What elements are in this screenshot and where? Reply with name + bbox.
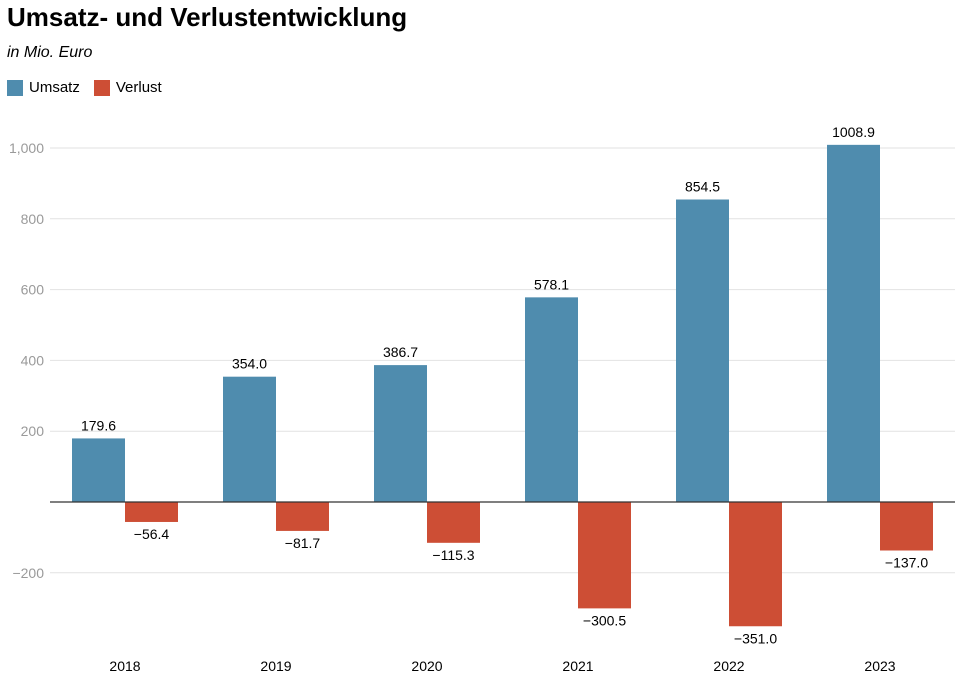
x-tick-label: 2019 <box>260 658 291 674</box>
legend-swatch-verlust <box>93 79 110 96</box>
data-label: −115.3 <box>432 547 474 563</box>
bar-umsatz <box>223 376 276 502</box>
y-tick-label: 200 <box>21 423 45 439</box>
y-tick-label: 800 <box>21 211 45 227</box>
data-label: −300.5 <box>583 612 626 628</box>
x-tick-label: 2018 <box>109 658 140 674</box>
data-label: 386.7 <box>383 344 418 360</box>
x-tick-label: 2020 <box>411 658 442 674</box>
bar-umsatz <box>827 144 880 502</box>
data-label: 354.0 <box>232 356 267 372</box>
bar-umsatz <box>676 199 729 502</box>
bar-verlust <box>729 502 782 627</box>
bar-umsatz <box>525 297 578 502</box>
bar-umsatz <box>72 438 125 502</box>
y-tick-label: 400 <box>21 352 45 368</box>
data-label: 1008.9 <box>832 124 875 140</box>
chart-subtitle: in Mio. Euro <box>7 44 93 61</box>
bar-verlust <box>880 502 933 551</box>
legend-item-verlust: Verlust <box>93 79 162 96</box>
bar-verlust <box>427 502 480 543</box>
data-label: −56.4 <box>134 526 170 542</box>
legend-swatch-umsatz <box>7 79 23 96</box>
data-label: 578.1 <box>534 276 569 292</box>
bar-umsatz <box>374 365 427 502</box>
x-tick-label: 2023 <box>864 658 895 674</box>
legend-label-verlust: Verlust <box>115 79 162 96</box>
bar-verlust <box>276 502 329 531</box>
data-label: 179.6 <box>81 417 116 433</box>
x-tick-label: 2022 <box>713 658 744 674</box>
data-label: −351.0 <box>734 630 777 646</box>
bar-verlust <box>125 502 178 522</box>
y-tick-label: 600 <box>21 282 45 298</box>
y-tick-label: 1,000 <box>9 140 44 156</box>
y-tick-label: −200 <box>12 565 44 581</box>
data-label: −137.0 <box>885 554 928 570</box>
legend: Umsatz Verlust <box>7 79 176 96</box>
bar-verlust <box>578 502 631 609</box>
legend-label-umsatz: Umsatz <box>29 79 80 96</box>
data-label: −81.7 <box>285 535 321 551</box>
chart-title: Umsatz- und Verlustentwicklung <box>7 2 408 32</box>
legend-item-umsatz: Umsatz <box>7 79 80 96</box>
data-label: 854.5 <box>685 179 720 195</box>
x-tick-label: 2021 <box>562 658 593 674</box>
